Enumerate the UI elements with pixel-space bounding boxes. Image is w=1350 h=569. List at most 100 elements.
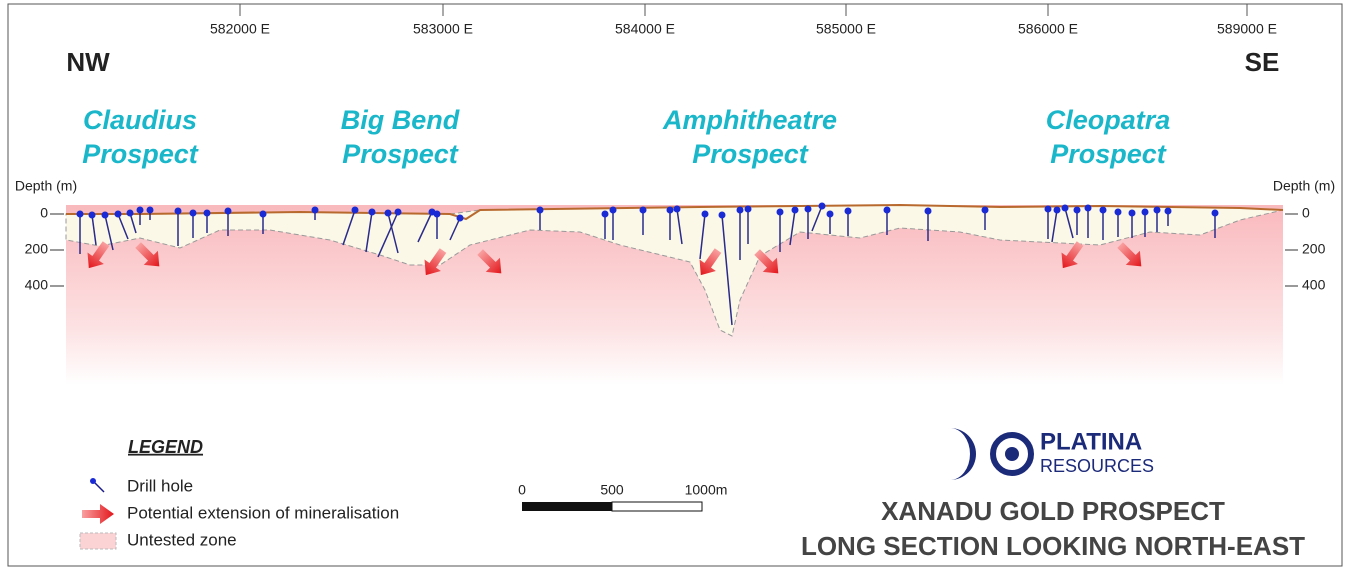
drill-hole <box>387 212 399 254</box>
drill-hole <box>417 211 433 243</box>
drill-collar <box>791 206 799 214</box>
drill-hole <box>117 213 129 240</box>
prospect-name: Prospect <box>1050 139 1167 169</box>
drill-collar <box>776 208 784 216</box>
depth-axis-title: Depth (m) <box>15 178 77 194</box>
drill-collar <box>394 208 402 216</box>
scale-label: 500 <box>600 482 624 498</box>
depth-label: 0 <box>40 205 48 221</box>
logo-sub: RESOURCES <box>1040 456 1154 476</box>
extension-arrow <box>754 249 779 274</box>
drill-collar <box>368 208 376 216</box>
drill-collar <box>744 205 752 213</box>
logo-name: PLATINA <box>1040 428 1142 455</box>
drill-collar <box>818 202 826 210</box>
drill-collar <box>101 211 109 219</box>
scale-label: 0 <box>518 482 526 498</box>
prospect-name: Big Bend <box>341 105 460 135</box>
drill-collar <box>736 206 744 214</box>
drill-collar <box>351 206 359 214</box>
drill-hole <box>811 205 823 232</box>
extension-arrow <box>1117 242 1142 267</box>
frame <box>7 3 1343 567</box>
drill-collar <box>1153 206 1161 214</box>
drill-collar <box>1084 204 1092 212</box>
drill-collar <box>433 210 441 218</box>
drill-collar <box>1128 209 1136 217</box>
drill-hole <box>789 209 796 246</box>
drill-hole <box>721 214 733 326</box>
drill-collar <box>666 206 674 214</box>
drill-hole <box>1064 207 1074 239</box>
depth-label: 200 <box>1302 241 1326 257</box>
scale-bar <box>522 502 612 511</box>
drill-hole <box>1051 209 1058 243</box>
depth-label: 0 <box>1302 205 1310 221</box>
easting-label: 589000 E <box>1217 21 1277 37</box>
direction-label: NW <box>66 47 110 77</box>
easting-label: 583000 E <box>413 21 473 37</box>
drill-collar <box>804 205 812 213</box>
drill-hole <box>699 213 706 260</box>
prospect-name: Prospect <box>342 139 459 169</box>
depth-label: 200 <box>25 241 49 257</box>
drill-hole <box>676 208 683 245</box>
drill-collar <box>1114 208 1122 216</box>
easting-label: 584000 E <box>615 21 675 37</box>
drill-collar <box>1211 209 1219 217</box>
drill-hole <box>104 214 114 251</box>
surface-line <box>66 203 1284 221</box>
legend-title: LEGEND <box>128 437 203 457</box>
easting-label: 585000 E <box>816 21 876 37</box>
logo-mark <box>1005 447 1019 461</box>
legend-item: Drill hole <box>127 476 193 495</box>
drill-collar <box>1044 205 1052 213</box>
drill-collar <box>1164 207 1172 215</box>
drill-collar <box>311 206 319 214</box>
drill-collar <box>88 211 96 219</box>
depth-axis-title: Depth (m) <box>1273 178 1335 194</box>
drill-collar <box>718 211 726 219</box>
prospect-name: Cleopatra <box>1046 105 1171 135</box>
drill-collar <box>639 206 647 214</box>
drill-collar <box>189 209 197 217</box>
drill-hole <box>342 209 356 246</box>
legend-hole-icon <box>93 481 105 493</box>
drill-collar <box>701 210 709 218</box>
drill-collar <box>224 207 232 215</box>
prospect-name: Amphitheatre <box>662 105 837 135</box>
logo-mark <box>950 428 976 480</box>
drill-collar <box>1053 206 1061 214</box>
title: LONG SECTION LOOKING NORTH-EAST <box>801 531 1305 561</box>
drill-collar <box>259 210 267 218</box>
drill-collar <box>384 209 392 217</box>
extension-arrow <box>1061 241 1084 269</box>
drill-collar <box>609 206 617 214</box>
easting-label: 582000 E <box>210 21 270 37</box>
legend-item: Potential extension of mineralisation <box>127 503 399 522</box>
drill-collar <box>456 214 464 222</box>
drill-collar <box>1073 206 1081 214</box>
drill-collar <box>126 209 134 217</box>
direction-label: SE <box>1245 47 1280 77</box>
prospect-name: Prospect <box>82 139 199 169</box>
prospect-name: Claudius <box>83 105 197 135</box>
drill-collar <box>136 206 144 214</box>
legend-hole-icon <box>90 478 96 484</box>
legend-zone-icon <box>79 532 117 550</box>
drill-collar <box>174 207 182 215</box>
drill-collar <box>203 209 211 217</box>
drill-collar <box>1099 206 1107 214</box>
depth-label: 400 <box>1302 277 1326 293</box>
legend-item: Untested zone <box>127 530 237 549</box>
extension-arrow <box>699 248 722 276</box>
drill-collar <box>146 206 154 214</box>
prospect-name: Prospect <box>692 139 809 169</box>
extension-arrow <box>424 248 447 276</box>
drill-hole <box>365 211 373 253</box>
drill-collar <box>981 206 989 214</box>
drill-hole <box>449 217 461 241</box>
extension-arrow <box>135 242 160 267</box>
easting-label: 586000 E <box>1018 21 1078 37</box>
